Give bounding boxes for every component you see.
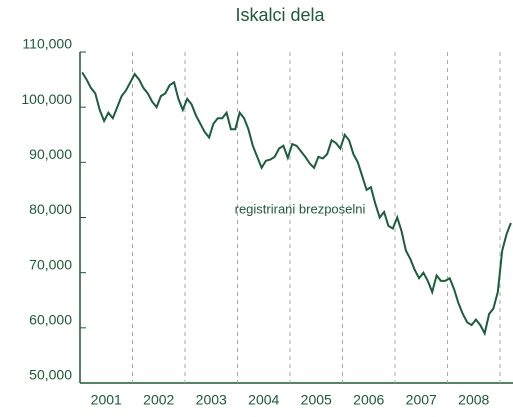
- y-tick-label: 110,000: [22, 36, 72, 52]
- x-tick-label: 2002: [143, 392, 174, 408]
- y-tick-label: 70,000: [29, 256, 72, 272]
- y-tick-label: 50,000: [29, 367, 72, 383]
- y-tick-label: 60,000: [29, 312, 72, 328]
- series-label: registrirani brezposelni: [235, 201, 366, 216]
- x-tick-label: 2004: [248, 392, 279, 408]
- x-tick-label: 2007: [406, 392, 437, 408]
- x-tick-label: 2006: [353, 392, 384, 408]
- data-line: [81, 71, 512, 337]
- x-tick-label: 2003: [196, 392, 227, 408]
- y-tick-label: 80,000: [29, 201, 72, 217]
- x-tick-label: 2005: [301, 392, 332, 408]
- chart-title: Iskalci dela: [235, 5, 325, 25]
- x-tick-label: 2008: [458, 392, 489, 408]
- y-tick-label: 100,000: [21, 91, 72, 107]
- y-tick-label: 90,000: [29, 146, 72, 162]
- x-tick-label: 2001: [91, 392, 122, 408]
